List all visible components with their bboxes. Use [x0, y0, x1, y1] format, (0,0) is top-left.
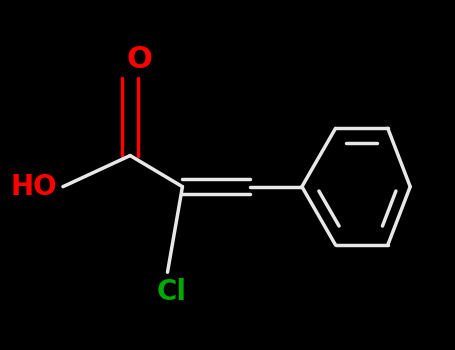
Text: Cl: Cl — [156, 278, 186, 306]
Text: O: O — [126, 45, 152, 74]
Text: HO: HO — [11, 173, 57, 201]
